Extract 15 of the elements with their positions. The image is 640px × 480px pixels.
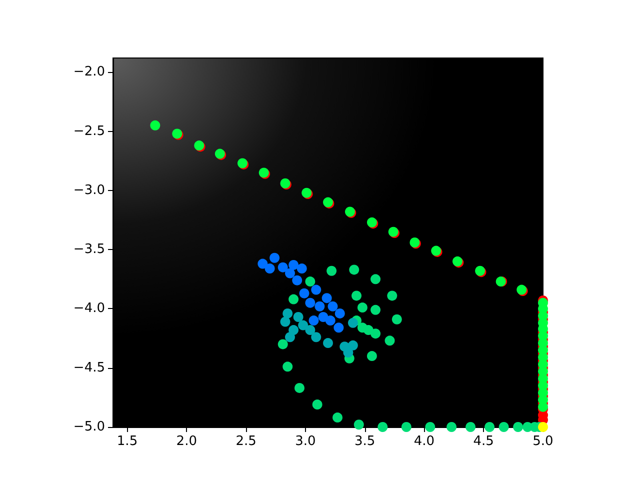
y-tick-label: −2.5: [73, 124, 105, 139]
y-tick-label: −5.0: [73, 420, 105, 434]
x-tick-label: 4.0: [414, 434, 435, 449]
x-tick-label: 2.5: [236, 434, 256, 449]
y-tick-label: −3.0: [73, 182, 105, 198]
y-tick-label: −2.0: [73, 64, 105, 80]
y-tick-label: −4.0: [73, 301, 105, 316]
x-tick-label: 4.5: [473, 434, 494, 449]
x-tick-label: 5.0: [532, 434, 554, 449]
x-tick-label: 1.5: [116, 434, 138, 449]
y-tick-label: −4.5: [73, 360, 105, 376]
x-tick-label: 3.0: [295, 434, 316, 449]
x-tick-label: 2.0: [176, 434, 197, 449]
x-tick-label: 3.5: [354, 434, 376, 449]
y-tick-label: −3.5: [73, 242, 105, 258]
